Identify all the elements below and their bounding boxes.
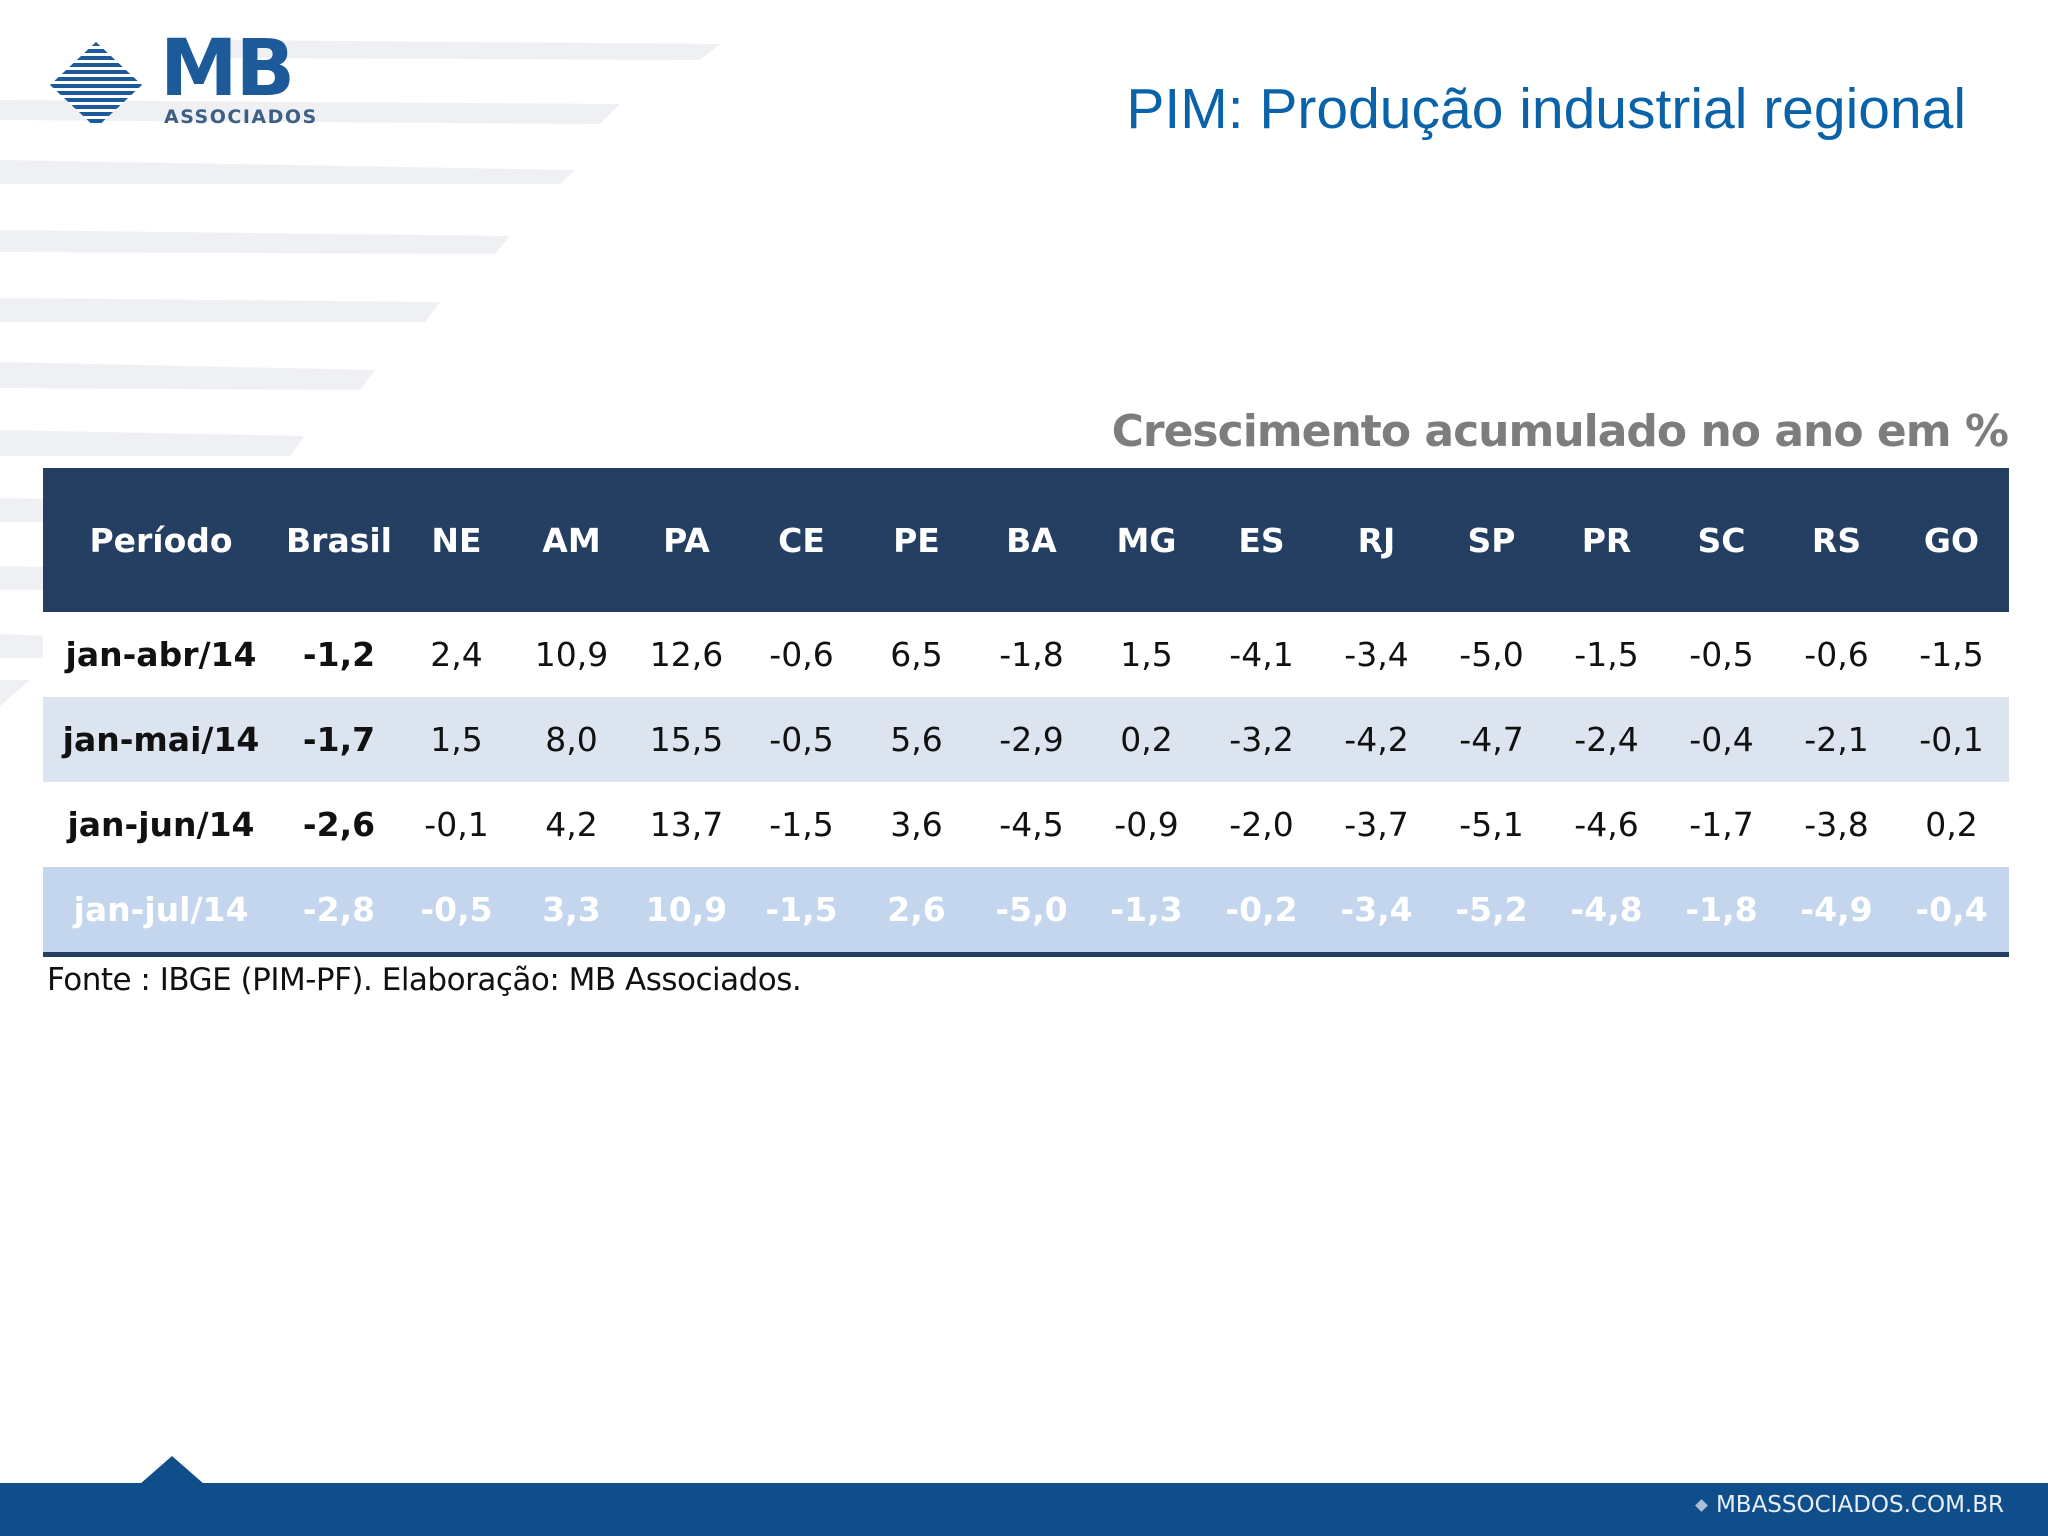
region-value-cell: -0,6 [744,612,859,697]
page-title: PIM: Produção industrial regional [1126,77,1966,141]
region-value-cell: 3,3 [514,867,629,957]
header-go: GO [1894,468,2009,612]
region-value-cell: -2,1 [1779,697,1894,782]
logo-wordmark: MB [160,24,295,114]
region-value-cell: -1,8 [974,612,1089,697]
diamond-logo-icon [50,42,142,128]
header-brasil: Brasil [279,468,399,612]
region-value-cell: -4,8 [1549,867,1664,957]
footer-website-label: MBASSOCIADOS.COM.BR [1715,1492,2004,1518]
logo-subtitle: ASSOCIADOS [164,106,318,128]
region-value-cell: -0,6 [1779,612,1894,697]
region-value-cell: 15,5 [629,697,744,782]
footer-bar [0,1483,2048,1536]
region-value-cell: -2,0 [1204,782,1319,867]
region-value-cell: -1,7 [1664,782,1779,867]
header-ce: CE [744,468,859,612]
region-value-cell: 0,2 [1894,782,2009,867]
header-pe: PE [859,468,974,612]
region-value-cell: -1,5 [744,782,859,867]
table-row: jan-abr/14 -1,2 2,4 10,9 12,6 -0,6 6,5 -1,8 1,5-… [43,612,2009,697]
region-value-cell: -0,4 [1664,697,1779,782]
header-sc: SC [1664,468,1779,612]
header-es: ES [1204,468,1319,612]
region-value-cell: -4,9 [1779,867,1894,957]
region-value-cell: -5,2 [1434,867,1549,957]
region-value-cell: 12,6 [629,612,744,697]
footer-notch [140,1456,204,1484]
brasil-value-cell: -2,8 [279,867,399,957]
mb-associados-logo: MB ASSOCIADOS [48,30,338,132]
region-value-cell: -3,8 [1779,782,1894,867]
brasil-value-cell: -2,6 [279,782,399,867]
region-value-cell: -0,1 [399,782,514,867]
region-value-cell: -0,5 [744,697,859,782]
region-value-cell: 1,5 [1089,612,1204,697]
footer-website[interactable]: MBASSOCIADOS.COM.BR [1695,1492,2004,1518]
brasil-value-cell: -1,7 [279,697,399,782]
header-pr: PR [1549,468,1664,612]
region-value-cell: -0,9 [1089,782,1204,867]
region-value-cell: -2,9 [974,697,1089,782]
region-value-cell: -5,0 [1434,612,1549,697]
header-ne: NE [399,468,514,612]
region-value-cell: 6,5 [859,612,974,697]
region-value-cell: 10,9 [629,867,744,957]
region-value-cell: -4,1 [1204,612,1319,697]
region-value-cell: -1,3 [1089,867,1204,957]
period-cell: jan-mai/14 [43,697,279,782]
region-value-cell: -0,5 [399,867,514,957]
region-value-cell: -3,4 [1319,612,1434,697]
region-value-cell: -4,6 [1549,782,1664,867]
region-value-cell: -2,4 [1549,697,1664,782]
region-value-cell: -1,8 [1664,867,1779,957]
region-value-cell: -3,2 [1204,697,1319,782]
region-value-cell: -1,5 [1894,612,2009,697]
period-cell: jan-jun/14 [43,782,279,867]
region-value-cell: -4,5 [974,782,1089,867]
region-value-cell: 0,2 [1089,697,1204,782]
diamond-bullet-icon [1695,1499,1708,1512]
header-rs: RS [1779,468,1894,612]
region-value-cell: 3,6 [859,782,974,867]
table-header-row: Período Brasil NE AM PA CE PE BA MG ES R… [43,468,2009,612]
region-value-cell: -4,2 [1319,697,1434,782]
region-value-cell: 2,6 [859,867,974,957]
region-value-cell: 8,0 [514,697,629,782]
header-rj: RJ [1319,468,1434,612]
header-sp: SP [1434,468,1549,612]
region-value-cell: 4,2 [514,782,629,867]
header-pa: PA [629,468,744,612]
table-row: jan-mai/14 -1,7 1,5 8,0 15,5 -0,5 5,6 -2,9 0,2 -3… [43,697,2009,782]
region-value-cell: -3,4 [1319,867,1434,957]
region-value-cell: 10,9 [514,612,629,697]
table-row: jan-jun/14 -2,6 -0,1 4,2 13,7 -1,5 3,6 -4,5 -0,9… [43,782,2009,867]
table-row: jan-jul/14 -2,8 -0,5 3,3 10,9 -1,5 2,6 -5,0 -1,3… [43,867,2009,957]
region-value-cell: 13,7 [629,782,744,867]
region-value-cell: -5,0 [974,867,1089,957]
region-value-cell: -1,5 [1549,612,1664,697]
region-value-cell: -0,5 [1664,612,1779,697]
region-value-cell: 5,6 [859,697,974,782]
period-cell: jan-abr/14 [43,612,279,697]
region-value-cell: -1,5 [744,867,859,957]
region-value-cell: -3,7 [1319,782,1434,867]
header-am: AM [514,468,629,612]
header-period: Período [43,468,279,612]
period-cell: jan-jul/14 [43,867,279,957]
regional-production-table: Período Brasil NE AM PA CE PE BA MG ES R… [43,468,2009,957]
region-value-cell: 1,5 [399,697,514,782]
region-value-cell: -4,7 [1434,697,1549,782]
region-value-cell: -0,1 [1894,697,2009,782]
header-ba: BA [974,468,1089,612]
source-note: Fonte : IBGE (PIM-PF). Elaboração: MB As… [47,962,802,998]
region-value-cell: -0,2 [1204,867,1319,957]
region-value-cell: -5,1 [1434,782,1549,867]
region-value-cell: -0,4 [1894,867,2009,957]
brasil-value-cell: -1,2 [279,612,399,697]
table-caption: Crescimento acumulado no ano em % [1111,406,2009,457]
header-mg: MG [1089,468,1204,612]
region-value-cell: 2,4 [399,612,514,697]
